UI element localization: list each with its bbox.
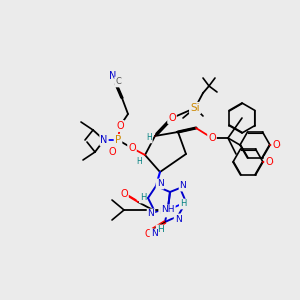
Text: H: H: [140, 194, 146, 202]
Text: O: O: [272, 140, 280, 150]
Text: O: O: [208, 133, 216, 143]
Text: N: N: [175, 214, 182, 224]
Text: N: N: [100, 135, 108, 145]
Text: Si: Si: [190, 103, 200, 113]
Text: O: O: [120, 189, 128, 199]
Text: NH: NH: [159, 208, 173, 217]
Text: O: O: [265, 157, 273, 167]
Text: O: O: [144, 229, 152, 239]
Text: C: C: [115, 77, 121, 86]
Text: N: N: [157, 179, 164, 188]
Text: Si: Si: [190, 103, 200, 113]
Text: O: O: [128, 143, 136, 153]
Text: N: N: [148, 209, 154, 218]
Polygon shape: [176, 128, 197, 132]
Text: O: O: [168, 113, 176, 123]
Text: O: O: [108, 147, 116, 157]
Text: N: N: [151, 230, 158, 238]
Text: O: O: [116, 121, 124, 131]
Text: P: P: [115, 135, 121, 145]
Text: NH: NH: [161, 206, 175, 214]
Text: H: H: [146, 134, 152, 142]
Text: N: N: [109, 71, 117, 81]
Text: N: N: [180, 182, 186, 190]
Text: P: P: [115, 135, 121, 145]
Text: H: H: [180, 200, 186, 208]
Text: H: H: [136, 157, 142, 166]
Text: H: H: [157, 226, 164, 235]
